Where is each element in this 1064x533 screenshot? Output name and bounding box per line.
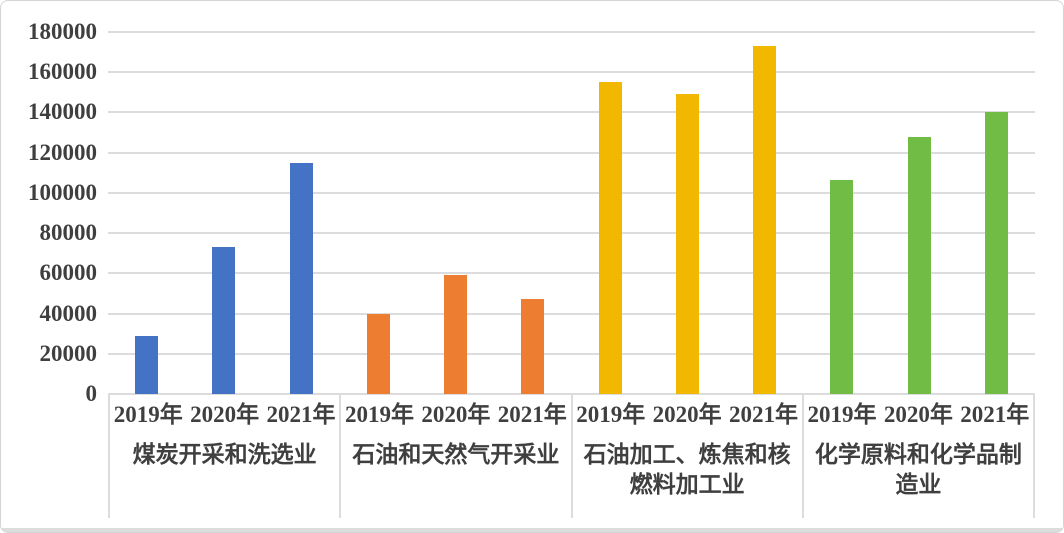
y-axis-tick-label: 0 <box>85 381 98 406</box>
bar-group2-2020 <box>444 275 468 394</box>
year-labels-row: 2019年 2020年 2021年 <box>341 394 570 429</box>
bar-group4-2020 <box>907 136 931 394</box>
year-label: 2019年 <box>807 402 877 427</box>
year-label: 2020年 <box>190 402 260 427</box>
year-labels-row: 2019年 2020年 2021年 <box>110 394 339 429</box>
gridline <box>108 272 1035 275</box>
gridline <box>108 31 1035 33</box>
year-label: 2020年 <box>652 402 722 427</box>
year-labels-row: 2019年 2020年 2021年 <box>573 394 802 429</box>
y-axis-tick-label: 20000 <box>39 340 98 366</box>
category-cell: 2019年 2020年 2021年化学原料和化学品制 造业 <box>801 394 1035 518</box>
x-axis-label-area: 2019年 2020年 2021年 煤炭开采和洗选业 2019年 2020年 2021年 石油… <box>108 394 1035 518</box>
bar-group1-2021 <box>289 162 313 394</box>
category-label: 煤炭开采和洗选业 <box>132 442 317 467</box>
year-labels-row: 2019年 2020年 2021年 <box>804 394 1033 429</box>
gridline <box>108 312 1035 315</box>
category-cell: 2019年 2020年 2021年石油加工、炼焦和核 燃料加工业 <box>570 394 802 518</box>
year-label: 2021年 <box>729 402 799 427</box>
gridline <box>108 191 1035 194</box>
y-axis-tick-label: 140000 <box>28 99 97 125</box>
category-cell: 2019年 2020年 2021年石油和天然气开采业 <box>339 394 570 518</box>
bar-group2-2021 <box>521 299 545 394</box>
y-axis-tick-label: 60000 <box>39 260 98 286</box>
bar-group1-2020 <box>212 247 236 394</box>
year-label: 2019年 <box>113 402 183 427</box>
category-cell: 2019年 2020年 2021年煤炭开采和洗选业 <box>108 394 339 518</box>
bar-group4-2021 <box>984 112 1008 394</box>
year-label: 2021年 <box>960 402 1030 427</box>
y-axis-tick-label: 80000 <box>39 220 98 246</box>
gridline <box>108 111 1035 114</box>
gridline <box>108 151 1035 154</box>
gridline <box>108 352 1035 355</box>
gridline <box>108 71 1035 74</box>
y-axis-tick-label: 180000 <box>28 19 97 44</box>
bar-group3-2021 <box>753 46 777 394</box>
year-label: 2019年 <box>576 402 646 427</box>
year-label: 2021年 <box>266 402 336 427</box>
gridline <box>108 232 1035 235</box>
bar-group3-2019 <box>598 82 622 394</box>
bar-group2-2019 <box>366 313 390 394</box>
year-label: 2019年 <box>344 402 414 427</box>
y-axis-tick-label: 160000 <box>28 59 97 85</box>
bottom-edge-strip <box>1 528 1063 532</box>
y-axis-tick-label: 100000 <box>28 179 97 205</box>
year-label: 2021年 <box>497 402 567 427</box>
y-axis-tick-label: 120000 <box>28 139 97 165</box>
year-label: 2020年 <box>421 402 491 427</box>
category-label: 石油和天然气开采业 <box>352 442 560 467</box>
bar-group3-2020 <box>675 94 699 394</box>
year-label: 2020年 <box>883 402 953 427</box>
category-label: 石油加工、炼焦和核 燃料加工业 <box>583 442 791 497</box>
bar-group4-2019 <box>830 179 854 394</box>
bar-group1-2019 <box>135 335 159 394</box>
category-label: 化学原料和化学品制 造业 <box>814 442 1022 497</box>
y-axis-tick-label: 40000 <box>39 300 98 326</box>
